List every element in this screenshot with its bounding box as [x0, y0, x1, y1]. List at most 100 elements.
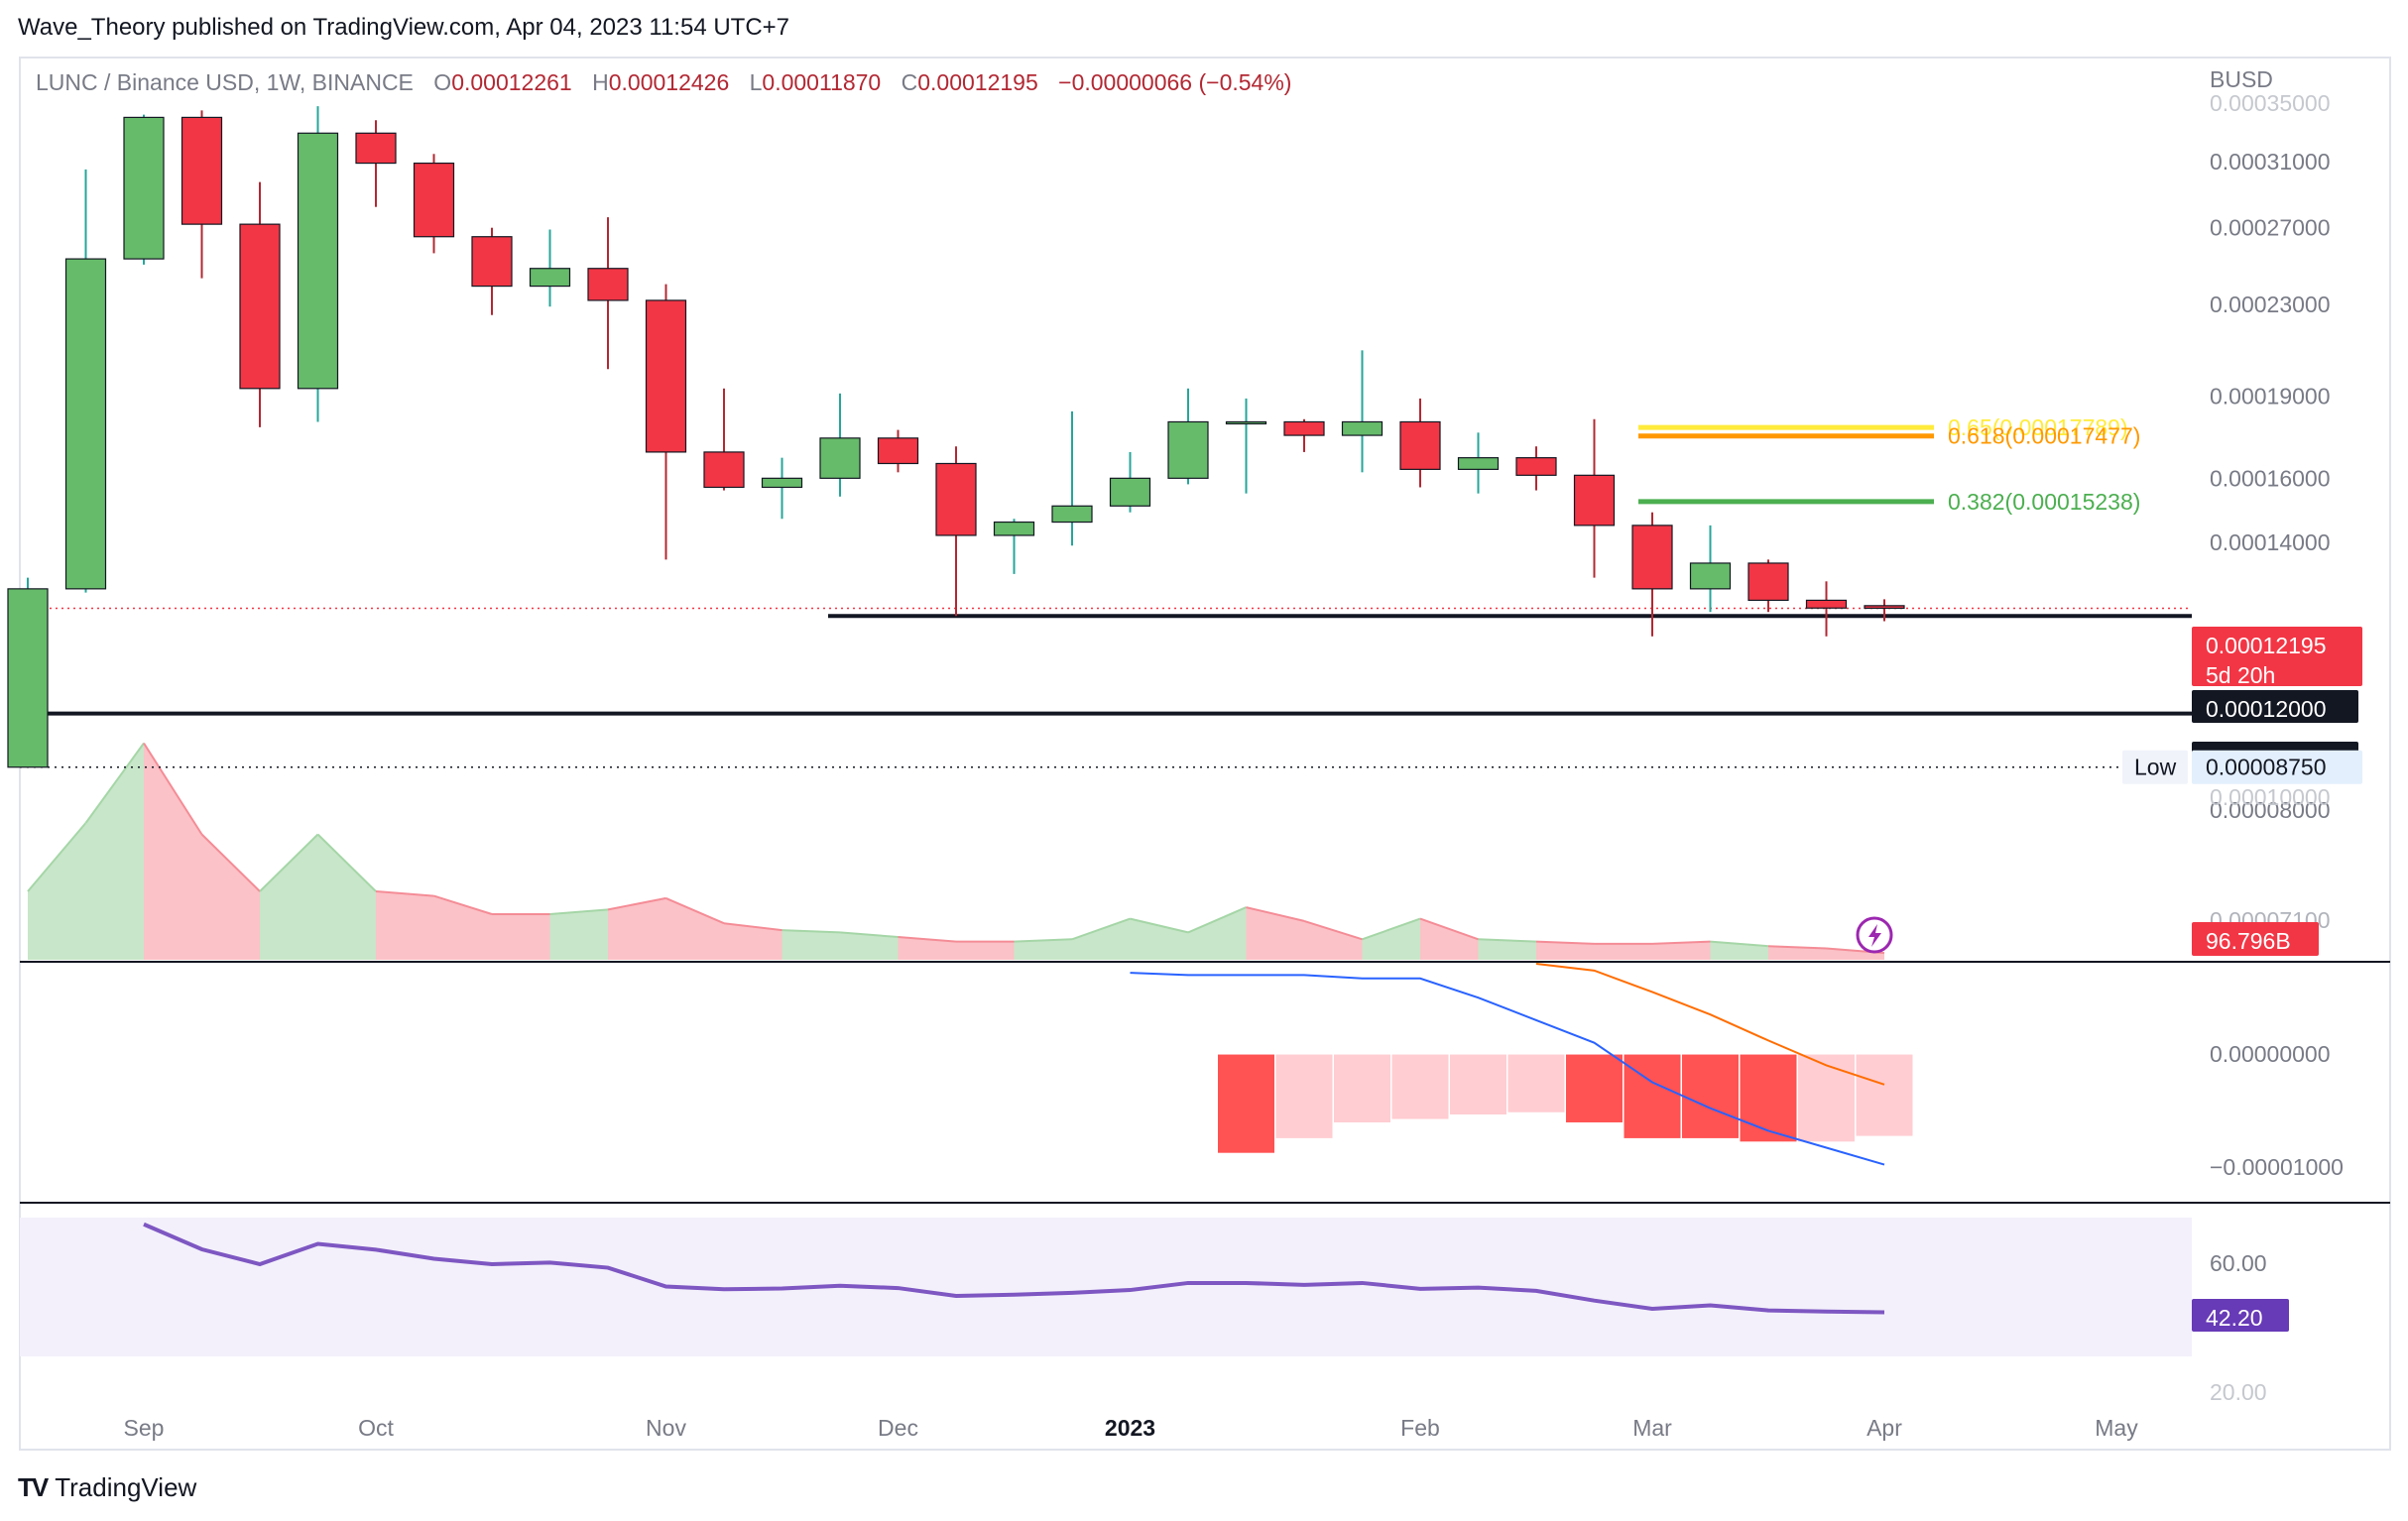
- volume-area-segment: [1130, 918, 1188, 960]
- candle[interactable]: [1109, 451, 1151, 513]
- candle[interactable]: [993, 519, 1035, 574]
- price-tick-label: 0.00014000: [2210, 529, 2331, 555]
- candle-body: [1283, 420, 1325, 436]
- low-label: L: [749, 69, 763, 95]
- volume-area-edge: [839, 931, 899, 938]
- candle[interactable]: [935, 446, 977, 617]
- fib-label-0.382: 0.382(0.00015238): [1948, 489, 2140, 515]
- volume-area-segment: [1652, 941, 1711, 960]
- candle-body: [1399, 420, 1441, 470]
- candle[interactable]: [1689, 525, 1732, 613]
- candle[interactable]: [1225, 398, 1267, 494]
- candle-body: [471, 236, 513, 288]
- candle[interactable]: [703, 388, 745, 491]
- volume-area-edge: [1130, 917, 1189, 934]
- candle[interactable]: [1747, 559, 1789, 613]
- candle[interactable]: [761, 457, 803, 520]
- candle[interactable]: [355, 120, 397, 207]
- level-tag-0.00012000[interactable]: 0.00012000: [2192, 690, 2358, 723]
- price-tick-label: 0.00019000: [2210, 383, 2331, 409]
- volume-area-segment: [1304, 920, 1363, 960]
- volume-area-segment: [782, 930, 840, 960]
- macd-line: [1130, 972, 1885, 1166]
- time-axis-label: Mar: [1632, 1415, 1672, 1441]
- price-tick-label: 0.00008000: [2210, 797, 2331, 823]
- time-axis-label: Apr: [1866, 1415, 1902, 1441]
- volume-area-segment: [1014, 939, 1072, 960]
- volume-area-edge: [1071, 917, 1131, 941]
- candle[interactable]: [1631, 512, 1673, 637]
- candle[interactable]: [64, 169, 107, 593]
- volume-tag-bg: [2192, 922, 2319, 956]
- volume-area-segment: [1826, 948, 1884, 960]
- candle-body: [239, 223, 281, 390]
- candle[interactable]: [1573, 418, 1616, 578]
- tradingview-brand: TradingView: [55, 1472, 197, 1502]
- last-price-tag-sub: 5d 20h: [2206, 662, 2275, 688]
- candle[interactable]: [7, 577, 49, 768]
- symbol-title[interactable]: LUNC / Binance USD, 1W, BINANCE: [36, 69, 414, 95]
- candle[interactable]: [1341, 350, 1384, 473]
- candle[interactable]: [1864, 599, 1905, 622]
- candle-body: [993, 521, 1035, 536]
- volume-area-edge: [1710, 940, 1769, 948]
- candle[interactable]: [239, 181, 281, 427]
- candle[interactable]: [123, 114, 165, 265]
- last-price-tag[interactable]: 0.00012195 5d 20h: [2192, 627, 2362, 688]
- candle[interactable]: [1805, 581, 1848, 637]
- candle[interactable]: [1167, 388, 1209, 485]
- candle[interactable]: [1515, 446, 1557, 491]
- low-marker[interactable]: Low 0.00008750: [2122, 750, 2362, 784]
- volume-area-segment: [549, 909, 608, 960]
- candle-body: [587, 268, 629, 301]
- volume-area-segment: [1362, 918, 1420, 960]
- volume-area-segment: [1072, 918, 1131, 960]
- lightning-icon[interactable]: [1856, 916, 1893, 954]
- candle[interactable]: [1051, 410, 1093, 546]
- volume-area-segment: [898, 937, 956, 960]
- candle[interactable]: [1283, 418, 1325, 452]
- rsi-band: [20, 1218, 2192, 1356]
- candle[interactable]: [529, 229, 571, 307]
- volume-area-edge: [259, 833, 319, 892]
- volume-area-segment: [28, 823, 86, 960]
- candle-body: [703, 451, 745, 489]
- low-marker-title-bg: [2122, 750, 2188, 784]
- volume-area-segment: [85, 743, 144, 960]
- volume-area-edge: [723, 922, 783, 932]
- candle[interactable]: [413, 154, 455, 254]
- candle[interactable]: [819, 393, 861, 497]
- volume-area-edge: [27, 822, 87, 892]
- time-axis-label: Feb: [1400, 1415, 1440, 1441]
- candle[interactable]: [297, 106, 339, 422]
- volume-area-edge: [1014, 938, 1073, 943]
- price-tick-label: 0.00023000: [2210, 292, 2331, 317]
- candle-body: [1515, 457, 1557, 476]
- candle-body: [877, 437, 919, 465]
- close-value: 0.00012195: [917, 69, 1038, 95]
- volume-area-edge: [1478, 938, 1537, 943]
- candle[interactable]: [877, 429, 919, 473]
- volume-area-segment: [1536, 941, 1595, 960]
- macd-histogram-bar: [1681, 1053, 1740, 1139]
- macd-histogram-bar: [1390, 1053, 1450, 1120]
- candle[interactable]: [1457, 432, 1500, 494]
- volume-tag[interactable]: 96.796B: [2192, 922, 2319, 956]
- candle[interactable]: [181, 110, 223, 279]
- candle[interactable]: [645, 284, 687, 560]
- candle[interactable]: [471, 227, 513, 315]
- volume-area-edge: [84, 742, 145, 824]
- time-axis-label: 2023: [1105, 1415, 1155, 1441]
- low-marker-value-bg: [2192, 750, 2362, 784]
- macd-histogram-bar: [1506, 1053, 1566, 1113]
- candle-body: [1631, 525, 1673, 590]
- volume-area-segment: [1594, 943, 1652, 960]
- macd-histogram-bar: [1449, 1053, 1507, 1116]
- volume-area-edge: [1187, 906, 1247, 934]
- rsi-tag[interactable]: 42.20: [2192, 1299, 2289, 1332]
- close-label: C: [901, 69, 918, 95]
- candle[interactable]: [587, 217, 629, 370]
- candle[interactable]: [1399, 398, 1441, 488]
- tradingview-logo[interactable]: TV TradingView: [18, 1472, 196, 1503]
